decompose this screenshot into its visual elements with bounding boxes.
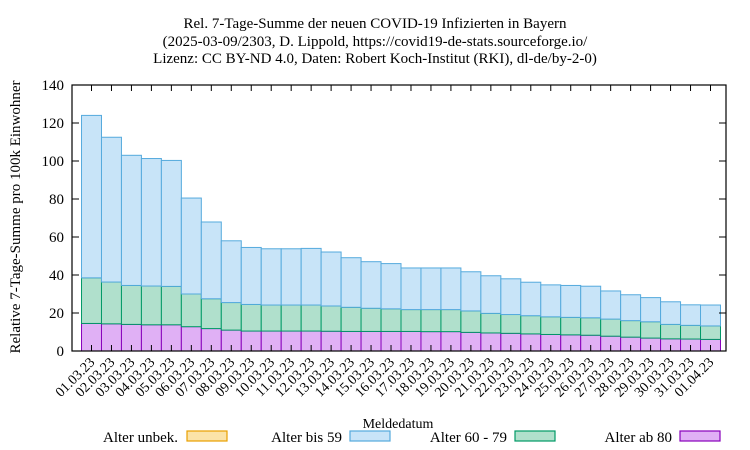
- bar-alter-bis-59-21: [500, 278, 522, 316]
- bar-alter-bis-59-19: [460, 271, 482, 312]
- bar-alter-60-79-12: [320, 305, 342, 332]
- y-tick-label: 20: [49, 306, 64, 322]
- chart-title-line-1: Rel. 7-Tage-Summe der neuen COVID-19 Inf…: [183, 16, 567, 32]
- bar-alter-bis-59-6: [200, 221, 222, 300]
- y-tick-label: 0: [57, 344, 65, 360]
- bar-alter-60-79-17: [420, 309, 442, 333]
- bar-alter-bis-59-0: [81, 114, 102, 279]
- legend-label-alter-unbek-: Alter unbek.: [103, 430, 178, 446]
- y-tick-label: 140: [42, 78, 65, 94]
- bar-alter-60-79-19: [460, 310, 482, 333]
- legend-swatch-alter-ab-80: [679, 430, 721, 442]
- bar-alter-bis-59-29: [660, 301, 682, 325]
- plot-frame: [71, 84, 727, 352]
- bar-alter-bis-59-7: [220, 240, 242, 304]
- y-tick-label: 100: [42, 154, 65, 170]
- legend-label-alter-ab-80: Alter ab 80: [605, 430, 672, 446]
- bar-alter-60-79-26: [600, 318, 622, 337]
- legend-swatch-alter-bis-59: [349, 430, 391, 442]
- bar-alter-60-79-11: [300, 304, 322, 332]
- bar-alter-bis-59-24: [560, 284, 582, 318]
- bar-alter-bis-59-17: [420, 267, 442, 311]
- bar-alter-bis-59-20: [480, 275, 502, 314]
- chart-title-line-3: Lizenz: CC BY-ND 4.0, Daten: Robert Koch…: [153, 51, 597, 67]
- bar-alter-bis-59-22: [520, 281, 542, 317]
- legend-label-alter-60-79: Alter 60 - 79: [430, 430, 507, 446]
- bar-alter-bis-59-30: [680, 304, 702, 326]
- bar-alter-bis-59-3: [140, 158, 162, 287]
- bar-alter-60-79-25: [580, 317, 602, 336]
- bar-alter-60-79-18: [440, 309, 462, 333]
- bar-alter-60-79-28: [640, 321, 662, 339]
- bar-alter-bis-59-23: [540, 284, 562, 318]
- bar-alter-60-79-24: [560, 316, 582, 336]
- bar-alter-bis-59-14: [360, 261, 382, 309]
- bar-alter-bis-59-12: [320, 251, 342, 307]
- bar-alter-60-79-31: [700, 325, 721, 340]
- bar-alter-bis-59-11: [300, 247, 322, 306]
- bar-alter-60-79-13: [340, 306, 362, 332]
- bar-alter-60-79-16: [400, 309, 422, 332]
- bar-alter-60-79-30: [680, 324, 702, 340]
- y-axis-label: Relative 7-Tage-Summe pro 100k Einwohner: [8, 80, 24, 353]
- bar-alter-bis-59-16: [400, 267, 422, 311]
- bar-alter-60-79-23: [540, 316, 562, 335]
- y-tick-label: 40: [49, 268, 64, 284]
- bar-alter-60-79-14: [360, 307, 382, 332]
- bar-alter-60-79-8: [240, 303, 262, 332]
- bar-alter-60-79-0: [81, 277, 102, 324]
- bar-alter-60-79-15: [380, 308, 402, 332]
- bar-alter-60-79-27: [620, 320, 642, 338]
- bar-alter-60-79-4: [160, 285, 182, 326]
- x-axis-label: Meldedatum: [363, 417, 434, 432]
- bar-alter-bis-59-9: [260, 248, 282, 306]
- legend-swatch-alter-60-79: [514, 430, 556, 442]
- bar-alter-bis-59-5: [180, 197, 202, 295]
- bar-alter-bis-59-2: [120, 154, 142, 286]
- bar-alter-bis-59-8: [240, 246, 262, 305]
- bar-alter-60-79-10: [280, 304, 302, 332]
- y-tick-label: 60: [49, 230, 64, 246]
- bar-alter-bis-59-15: [380, 263, 402, 310]
- bar-alter-60-79-6: [200, 298, 222, 330]
- bar-alter-bis-59-4: [160, 159, 182, 287]
- bar-alter-bis-59-18: [440, 267, 462, 311]
- y-tick-label: 80: [49, 192, 64, 208]
- bar-alter-60-79-9: [260, 304, 282, 332]
- bar-alter-bis-59-25: [580, 285, 602, 319]
- chart-title-line-2: (2025-03-09/2303, D. Lippold, https://co…: [162, 34, 588, 50]
- bar-alter-60-79-2: [120, 284, 142, 325]
- bar-alter-60-79-21: [500, 314, 522, 334]
- bar-alter-60-79-5: [180, 293, 202, 328]
- bar-alter-bis-59-1: [100, 136, 122, 283]
- y-tick-label: 120: [42, 116, 65, 132]
- bar-alter-60-79-29: [660, 323, 682, 340]
- bar-alter-bis-59-26: [600, 290, 622, 320]
- bar-alter-bis-59-27: [620, 294, 642, 322]
- bar-alter-bis-59-10: [280, 248, 302, 306]
- bar-alter-60-79-3: [140, 285, 162, 326]
- bar-alter-60-79-22: [520, 315, 542, 335]
- bar-alter-60-79-20: [480, 312, 502, 334]
- bar-alter-bis-59-13: [340, 257, 362, 308]
- legend-swatch-alter-unbek-: [186, 430, 228, 442]
- bar-alter-60-79-1: [100, 281, 122, 325]
- bar-alter-60-79-7: [220, 302, 242, 331]
- bar-alter-bis-59-31: [700, 304, 721, 327]
- legend-label-alter-bis-59: Alter bis 59: [271, 430, 342, 446]
- bar-alter-bis-59-28: [640, 297, 662, 323]
